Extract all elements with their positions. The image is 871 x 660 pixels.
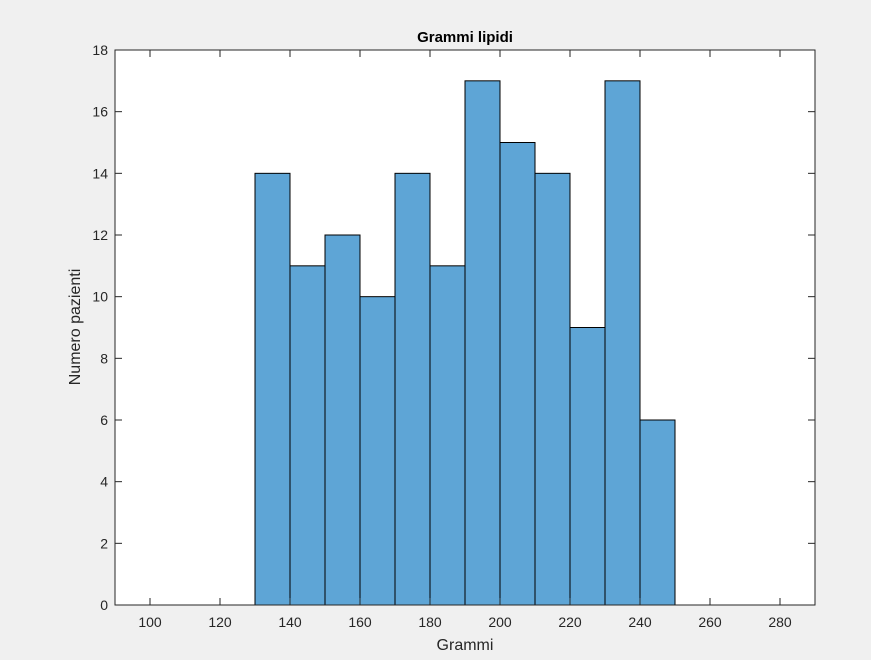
y-tick-label: 12: [92, 227, 108, 243]
x-tick-label: 240: [628, 614, 652, 630]
histogram-bar: [569, 327, 606, 606]
histogram-bar: [639, 419, 676, 606]
y-tick-label: 10: [92, 289, 108, 305]
chart-title: Grammi lipidi: [417, 29, 513, 46]
histogram-bar: [289, 265, 326, 606]
y-tick-label: 0: [100, 597, 108, 613]
histogram-bar: [324, 234, 361, 606]
y-tick-label: 18: [92, 42, 108, 58]
y-axis-title: Numero pazienti: [67, 269, 84, 386]
y-tick-label: 6: [100, 412, 108, 428]
y-tick-label: 2: [100, 535, 108, 551]
x-tick-label: 100: [138, 614, 162, 630]
plot-frame: [114, 49, 816, 606]
x-tick-label: 260: [698, 614, 722, 630]
y-tick-label: 16: [92, 104, 108, 120]
x-tick-label: 120: [208, 614, 232, 630]
histogram-bar: [394, 172, 431, 606]
bars-group: [254, 80, 676, 606]
y-tick-label: 14: [92, 165, 108, 181]
histogram-bar: [534, 172, 571, 606]
histogram-bar: [254, 172, 291, 606]
histogram-bar: [464, 80, 501, 606]
y-tick-label: 8: [100, 350, 108, 366]
histogram-bar: [359, 296, 396, 606]
x-tick-label: 280: [768, 614, 792, 630]
x-tick-label: 180: [418, 614, 442, 630]
histogram-bar: [604, 80, 641, 606]
x-tick-label: 200: [488, 614, 512, 630]
x-tick-label: 220: [558, 614, 582, 630]
y-tick-label: 4: [100, 474, 108, 490]
histogram-bar: [429, 265, 466, 606]
x-tick-label: 140: [278, 614, 302, 630]
x-tick-label: 160: [348, 614, 372, 630]
histogram-bar: [499, 142, 536, 606]
x-axis-title: Grammi: [437, 637, 494, 654]
